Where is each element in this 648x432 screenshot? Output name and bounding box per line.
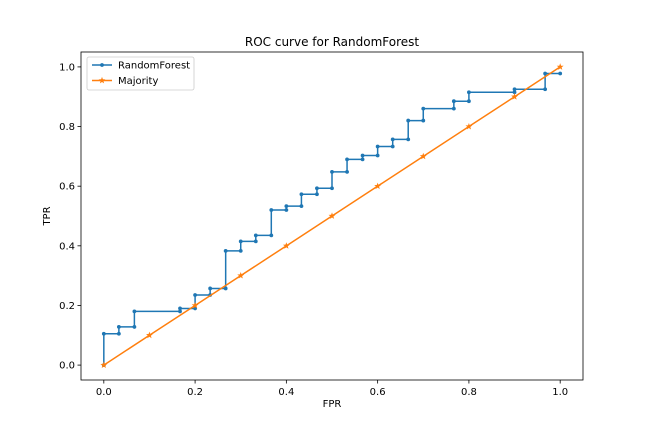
data-point xyxy=(375,144,380,149)
x-tick-label: 0.8 xyxy=(461,387,477,398)
data-point xyxy=(556,63,564,70)
data-point xyxy=(315,192,319,197)
legend-box xyxy=(86,56,195,91)
data-point xyxy=(512,87,517,92)
data-point xyxy=(193,293,197,297)
data-point xyxy=(406,118,411,123)
data-point xyxy=(191,301,199,309)
data-point xyxy=(315,186,319,191)
data-point xyxy=(253,233,258,238)
series-line-randomforest xyxy=(103,72,561,366)
data-point xyxy=(284,204,289,209)
data-point xyxy=(299,204,304,209)
data-point xyxy=(451,106,456,111)
data-point xyxy=(237,272,245,279)
data-point xyxy=(467,90,471,95)
data-point xyxy=(282,242,290,249)
x-tick-label: 0.2 xyxy=(187,387,203,398)
data-point xyxy=(390,144,395,149)
data-point xyxy=(419,152,427,160)
data-point xyxy=(360,157,365,162)
data-point xyxy=(178,306,182,311)
legend-label: Majority xyxy=(118,76,158,87)
data-point xyxy=(558,71,563,76)
axis-ticks: 0.0 0.2 0.4 0.6 0.8 1.0 0.0 0.2 0.4 0.6 0.8 1.0 xyxy=(59,62,568,398)
x-tick-label: 0.6 xyxy=(370,387,386,398)
data-point xyxy=(269,233,274,238)
data-point xyxy=(178,309,182,314)
data-point xyxy=(375,153,380,158)
data-point xyxy=(269,208,274,212)
data-point xyxy=(360,153,365,158)
data-point xyxy=(238,239,243,244)
data-point xyxy=(465,122,473,130)
data-point xyxy=(543,87,548,92)
data-point xyxy=(406,137,411,142)
data-point xyxy=(101,331,106,336)
data-point xyxy=(451,99,456,104)
data-point xyxy=(543,71,548,76)
y-tick-label: 0.6 xyxy=(59,182,75,193)
legend-label: RandomForest xyxy=(118,61,190,72)
data-point xyxy=(345,169,349,174)
data-point xyxy=(390,137,395,142)
x-axis-label: FPR xyxy=(323,399,342,410)
data-point xyxy=(100,361,108,368)
y-tick-label: 0.4 xyxy=(59,241,75,252)
chart-title: ROC curve for RandomForest xyxy=(245,35,420,49)
data-point xyxy=(345,157,349,162)
data-point xyxy=(284,208,289,212)
y-tick-label: 0.0 xyxy=(59,361,75,372)
legend: RandomForest Majority xyxy=(86,56,195,91)
data-point xyxy=(238,248,243,253)
legend-marker xyxy=(98,76,106,84)
y-tick-label: 0.8 xyxy=(59,122,75,133)
y-tick-label: 0.2 xyxy=(59,301,75,312)
data-point xyxy=(330,169,334,174)
data-point xyxy=(328,212,336,219)
data-point xyxy=(116,331,121,336)
data-point xyxy=(223,286,228,291)
legend-marker xyxy=(100,63,104,67)
plot-frame xyxy=(80,51,584,381)
data-point xyxy=(467,99,471,104)
data-point xyxy=(330,186,334,191)
data-point xyxy=(223,248,228,253)
data-point xyxy=(512,90,517,95)
x-tick-label: 1.0 xyxy=(552,387,568,398)
x-tick-label: 0.4 xyxy=(278,387,294,398)
data-point xyxy=(132,325,137,329)
data-point xyxy=(421,118,426,123)
data-point xyxy=(299,192,304,197)
plot-area xyxy=(100,63,564,368)
data-point xyxy=(253,239,258,244)
data-point xyxy=(374,182,382,190)
y-tick-label: 1.0 xyxy=(59,62,75,73)
y-axis-label: TPR xyxy=(42,206,53,226)
data-point xyxy=(421,106,426,111)
data-point xyxy=(208,286,213,291)
x-tick-label: 0.0 xyxy=(96,387,112,398)
data-point xyxy=(132,309,137,314)
data-point xyxy=(511,93,518,100)
data-point xyxy=(116,325,121,329)
data-point xyxy=(146,331,153,339)
